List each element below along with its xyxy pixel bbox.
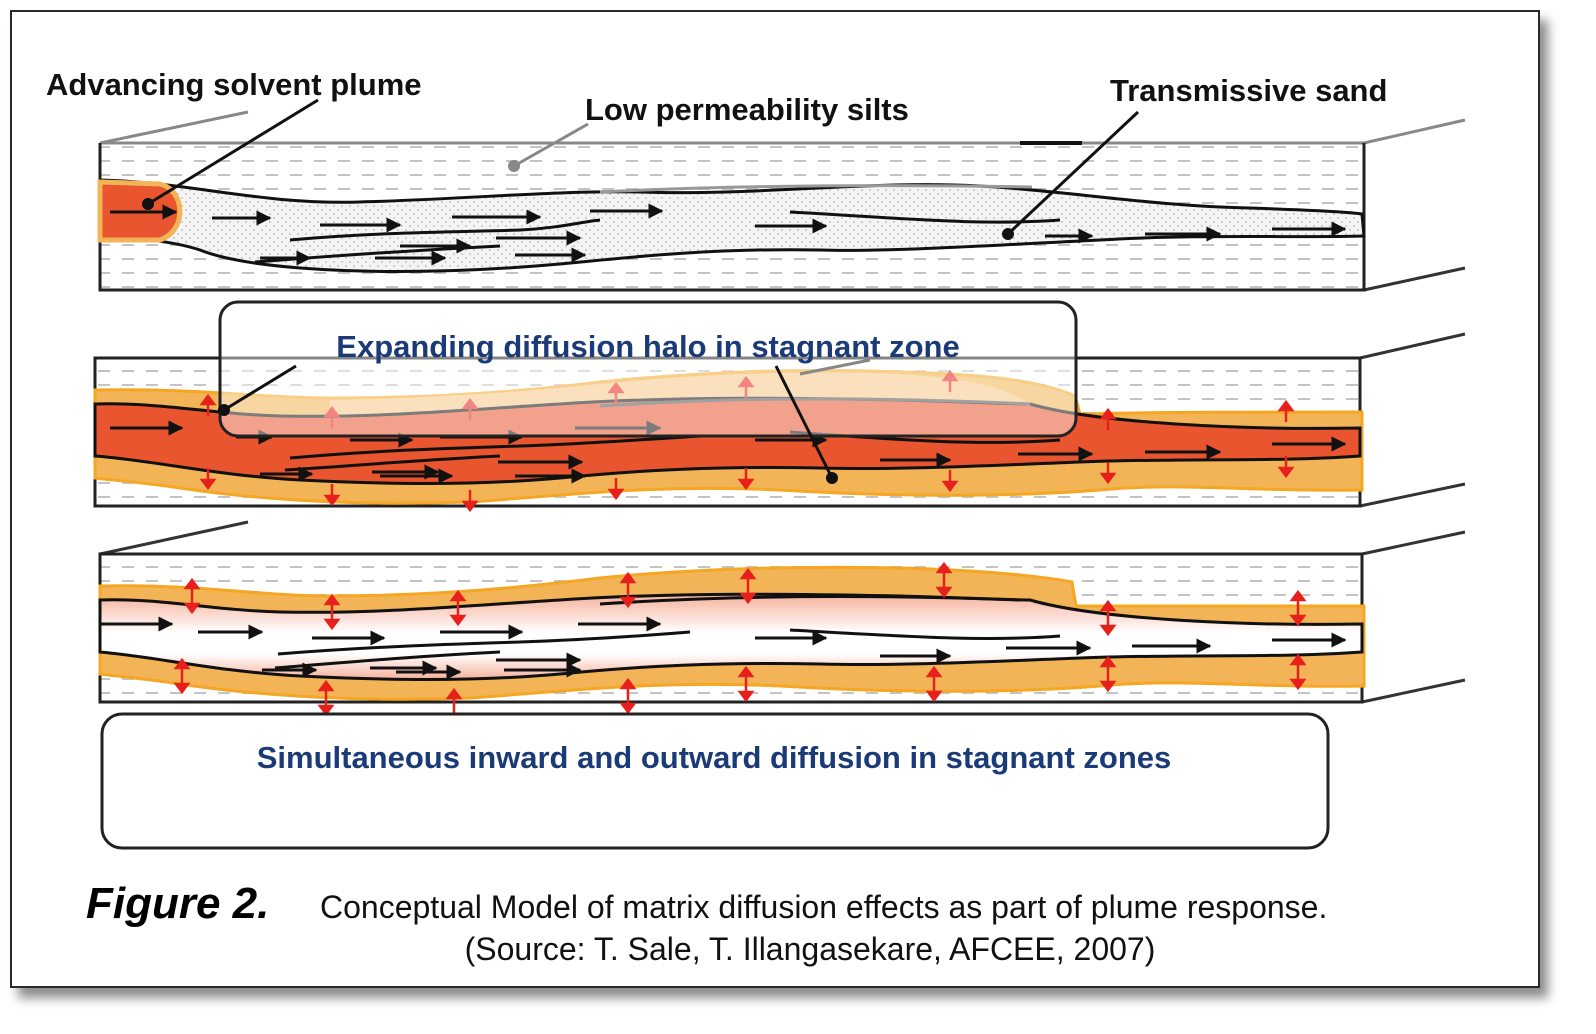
label-simultaneous-diffusion: Simultaneous inward and outward diffusio…: [257, 740, 1172, 775]
flow-arrows: [110, 203, 1347, 266]
panel-simultaneous-diffusion: [98, 520, 1466, 725]
outward-diffusion-arrows: [199, 369, 1295, 513]
caption-figure-label: Figure 2.: [86, 879, 269, 928]
bidirectional-diffusion-arrows: [173, 561, 1307, 725]
expanding-halo-callout: [218, 300, 1078, 438]
caption-source: (Source: T. Sale, T. Illangasekare, AFCE…: [465, 931, 1156, 967]
label-low-perm-silts: Low permeability silts: [585, 92, 909, 127]
flow-arrows: [100, 616, 1347, 680]
panel-advancing-plume: [97, 110, 1466, 292]
caption-text: Conceptual Model of matrix diffusion eff…: [320, 889, 1327, 925]
simultaneous-diffusion-callout: [100, 712, 1330, 850]
label-advancing-plume: Advancing solvent plume: [46, 67, 422, 102]
label-transmissive-sand: Transmissive sand: [1110, 73, 1387, 108]
sand-channel: [98, 178, 1366, 273]
label-expanding-halo: Expanding diffusion halo in stagnant zon…: [336, 329, 959, 364]
panel-expanding-halo: [93, 300, 1466, 513]
